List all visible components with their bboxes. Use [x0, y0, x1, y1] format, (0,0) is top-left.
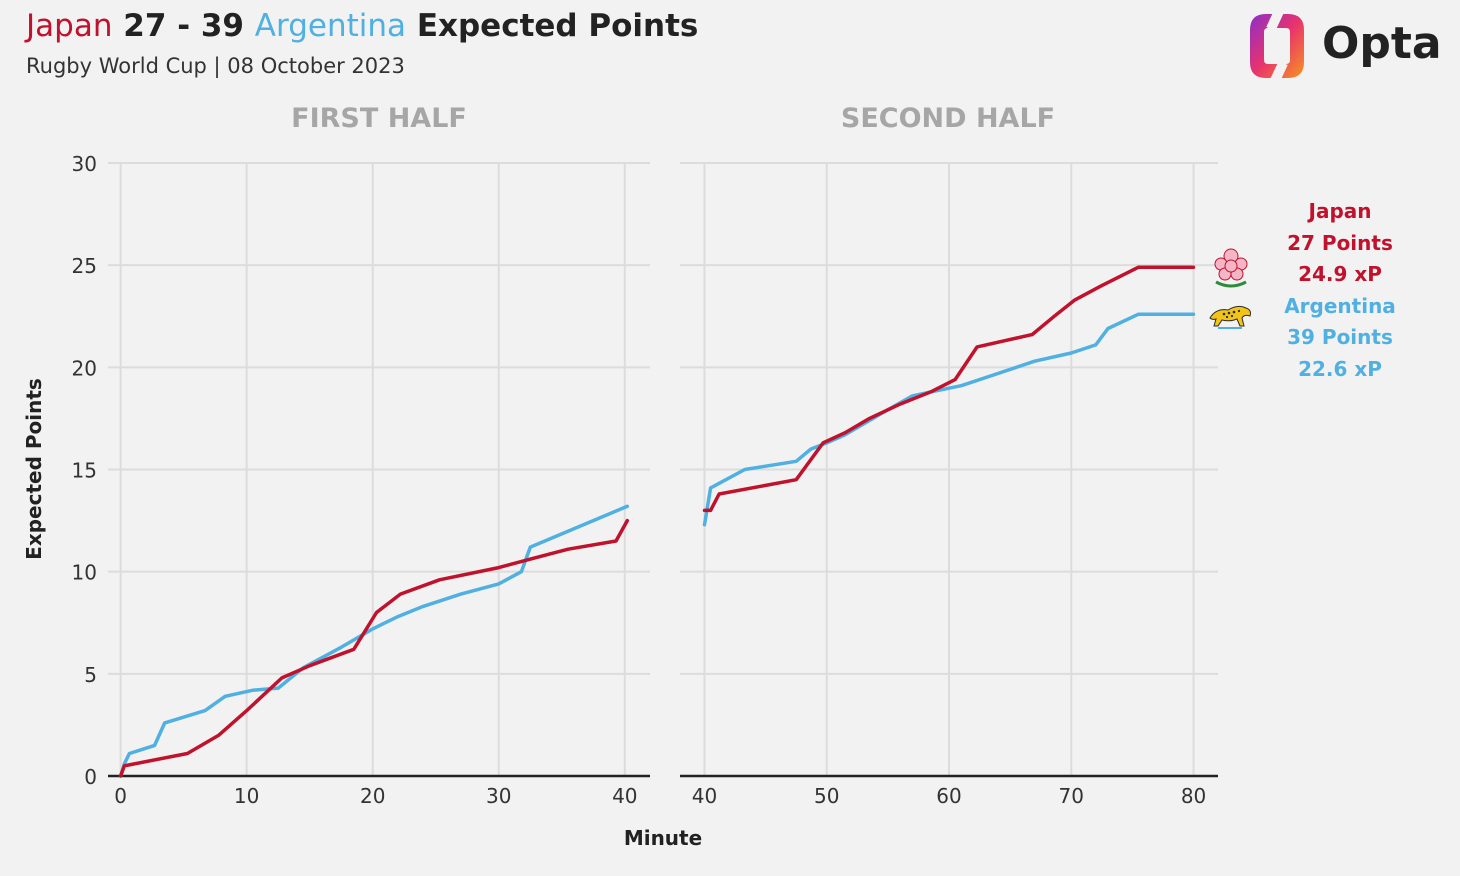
opta-brand-text: Opta [1322, 18, 1442, 69]
series-line-argentina [702, 312, 1196, 527]
title-team-argentina: Argentina [254, 8, 407, 44]
series-line-argentina [118, 504, 630, 778]
x-tick-label: 40 [612, 784, 637, 808]
series-line-japan [702, 265, 1196, 513]
y-tick-label: 15 [72, 459, 97, 483]
panel-title: FIRST HALF [291, 103, 467, 134]
chart-title: Japan 27 - 39 Argentina Expected Points [26, 8, 698, 44]
x-tick-label: 50 [814, 784, 839, 808]
x-tick-label: 70 [1059, 784, 1084, 808]
x-tick-label: 10 [234, 784, 259, 808]
y-tick-label: 20 [72, 356, 97, 380]
y-tick-label: 25 [72, 254, 97, 278]
x-axis-label: Minute [624, 826, 702, 850]
y-tick-label: 30 [72, 152, 97, 176]
legend-japan-name: Japan [1308, 199, 1372, 223]
x-tick-label: 80 [1181, 784, 1206, 808]
y-tick-label: 10 [72, 561, 97, 585]
x-tick-label: 30 [486, 784, 511, 808]
series-line-japan [118, 518, 630, 778]
argentina-jaguar-icon [1209, 305, 1251, 329]
y-axis-label: Expected Points [22, 378, 46, 560]
legend-japan-points: 27 Points [1287, 230, 1393, 255]
title-team-japan: Japan [26, 8, 113, 44]
panel-title: SECOND HALF [841, 103, 1055, 134]
x-tick-label: 20 [360, 784, 385, 808]
chart-subtitle: Rugby World Cup | 08 October 2023 [26, 54, 405, 78]
legend-japan-xp: 24.9 xP [1298, 262, 1382, 286]
y-tick-label: 0 [84, 765, 97, 789]
title-suffix: Expected Points [416, 8, 699, 44]
japan-rose-icon [1214, 248, 1248, 288]
opta-logo-icon [1250, 10, 1304, 82]
legend-argentina-name: Argentina [1284, 293, 1396, 318]
legend-argentina-points: 39 Points [1287, 325, 1393, 349]
y-tick-label: 5 [84, 663, 97, 687]
title-score: 27 - 39 [123, 8, 244, 44]
legend: Japan 27 Points 24.9 xP Argentina 39 Poi… [1280, 196, 1400, 385]
legend-argentina-xp: 22.6 xP [1298, 356, 1382, 381]
x-tick-label: 0 [114, 784, 127, 808]
x-tick-label: 40 [692, 784, 717, 808]
x-tick-label: 60 [936, 784, 961, 808]
